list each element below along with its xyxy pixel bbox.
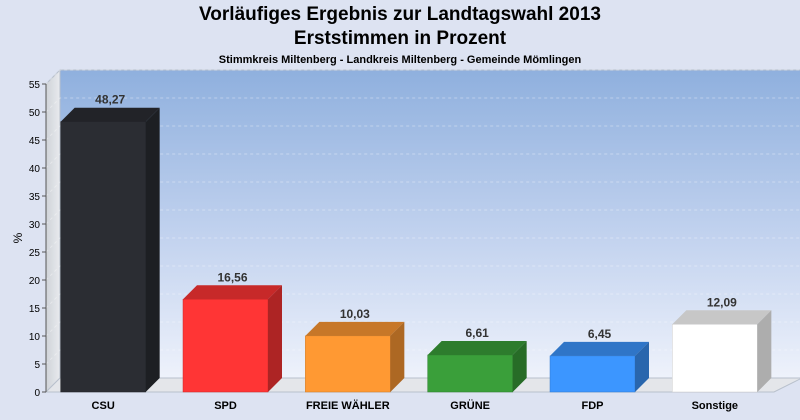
- bars: 48,27 16,56 10,03 6,61 6,45 12,09: [60, 93, 772, 393]
- bar-side: [512, 340, 527, 392]
- x-tick-label: CSU: [92, 400, 115, 412]
- bar-csu: 48,27: [60, 93, 160, 393]
- y-tick-label: 20: [29, 276, 41, 287]
- x-tick-label: GRÜNE: [450, 399, 490, 412]
- x-tick-label: FDP: [582, 400, 604, 412]
- bar-top: [60, 107, 160, 122]
- bar-side: [757, 310, 772, 392]
- chart-title: Vorläufiges Ergebnis zur Landtagswahl 20…: [199, 4, 601, 25]
- y-tick-label: 5: [34, 360, 40, 371]
- bar-side: [268, 285, 282, 392]
- bar-top: [672, 310, 772, 325]
- y-tick-label: 25: [29, 248, 41, 259]
- grid-line: [45, 181, 800, 197]
- bar-side: [145, 107, 160, 393]
- bar-front: [672, 324, 758, 393]
- y-tick-label: 40: [29, 164, 41, 175]
- y-tick-label: 55: [29, 80, 41, 91]
- bar-front: [427, 354, 513, 393]
- left-wall: [45, 68, 61, 394]
- y-tick-label: 35: [29, 192, 41, 203]
- bar-value-label: 6,61: [465, 326, 489, 340]
- bar-front: [549, 355, 636, 393]
- grid-line: [45, 209, 800, 225]
- y-tick-label: 10: [29, 332, 41, 343]
- bar-spd: 16,56: [182, 270, 282, 393]
- x-tick-label: Sonstige: [692, 400, 738, 412]
- bar-value-label: 12,09: [707, 295, 737, 309]
- bar-value-label: 48,27: [95, 93, 125, 107]
- y-axis-label: %: [11, 232, 25, 243]
- y-axis-ticks: 0 5 10 15 20 25 30 35 40 45 50 55: [29, 80, 47, 399]
- bar-value-label: 6,45: [588, 327, 612, 341]
- bar-front: [305, 335, 391, 393]
- grid-line: [45, 237, 800, 253]
- bar-top: [305, 321, 405, 336]
- bar-side: [635, 341, 649, 392]
- chart-location: Stimmkreis Miltenberg - Landkreis Milten…: [218, 54, 582, 66]
- grid-lines: [45, 69, 800, 365]
- bar-fdp: 6,45: [549, 327, 649, 393]
- grid-line: [45, 349, 800, 365]
- grid-line: [45, 321, 800, 337]
- x-axis-labels: CSU SPD FREIE WÄHLER GRÜNE FDP Sonstige: [92, 399, 739, 412]
- grid-line: [45, 125, 800, 141]
- y-tick-label: 15: [29, 304, 41, 315]
- grid-line: [45, 97, 800, 113]
- grid-line: [45, 69, 800, 85]
- bar-side: [390, 321, 405, 392]
- y-tick-label: 45: [29, 136, 41, 147]
- bar-value-label: 16,56: [217, 270, 247, 284]
- y-tick-label: 0: [34, 388, 40, 399]
- bar-value-label: 10,03: [340, 307, 370, 321]
- bar-sonstige: 12,09: [672, 295, 772, 393]
- bar-top: [427, 340, 527, 355]
- bar-grüne: 6,61: [427, 326, 527, 393]
- grid-line: [45, 265, 800, 281]
- grid-line: [45, 293, 800, 309]
- chart-subtitle: Erststimmen in Prozent: [293, 28, 507, 49]
- grid-line: [45, 153, 800, 169]
- bar-top: [183, 285, 282, 300]
- bar-freie-wähler: 10,03: [305, 307, 405, 393]
- bar-front: [60, 121, 146, 393]
- y-tick-label: 50: [29, 108, 41, 119]
- y-tick-label: 30: [29, 220, 41, 231]
- x-tick-label: SPD: [214, 400, 237, 412]
- bar-front: [182, 299, 269, 393]
- x-tick-label: FREIE WÄHLER: [306, 399, 390, 412]
- bar-top: [550, 341, 649, 356]
